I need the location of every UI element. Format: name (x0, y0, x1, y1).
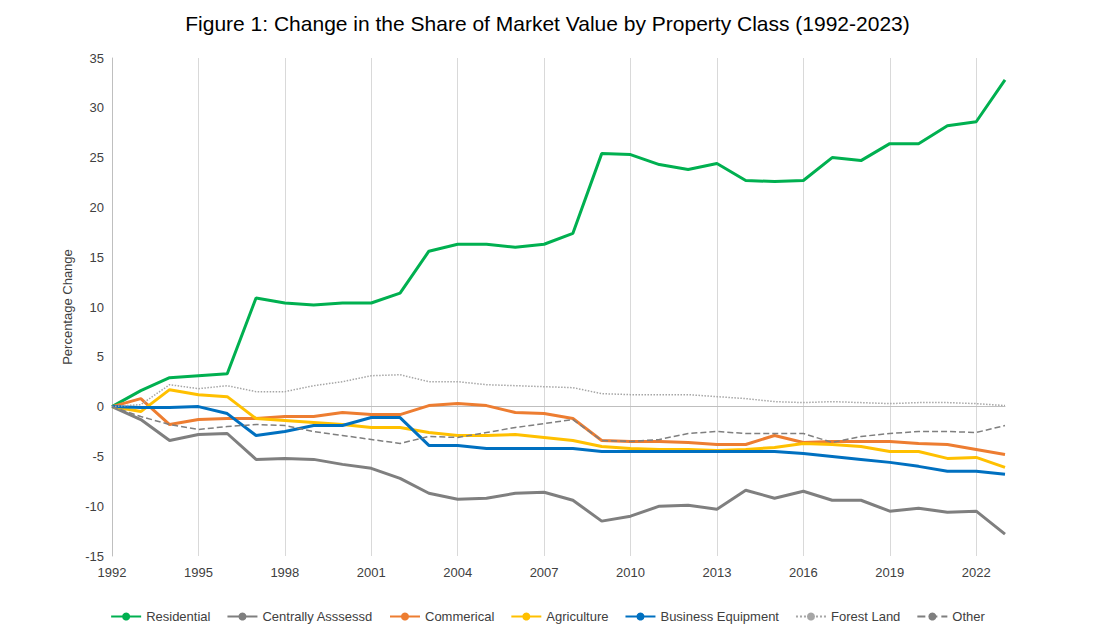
svg-text:10: 10 (90, 300, 104, 315)
svg-text:1992: 1992 (98, 565, 127, 580)
svg-text:5: 5 (97, 349, 104, 364)
svg-text:-5: -5 (92, 449, 104, 464)
svg-text:Commerical: Commerical (425, 609, 494, 624)
svg-text:15: 15 (90, 250, 104, 265)
svg-text:Figure 1: Change in the Share: Figure 1: Change in the Share of Market … (185, 12, 910, 35)
svg-text:1995: 1995 (184, 565, 213, 580)
svg-text:35: 35 (90, 51, 104, 66)
svg-text:0: 0 (97, 399, 104, 414)
svg-text:2010: 2010 (616, 565, 645, 580)
svg-text:30: 30 (90, 100, 104, 115)
svg-text:2001: 2001 (357, 565, 386, 580)
svg-text:Residential: Residential (146, 609, 210, 624)
svg-text:Other: Other (952, 609, 985, 624)
svg-text:2019: 2019 (875, 565, 904, 580)
svg-text:-10: -10 (85, 499, 104, 514)
svg-text:Business Equipment: Business Equipment (660, 609, 779, 624)
svg-text:-15: -15 (85, 549, 104, 564)
svg-text:Centrally Asssessd: Centrally Asssessd (262, 609, 372, 624)
svg-text:Forest Land: Forest Land (831, 609, 900, 624)
svg-text:2022: 2022 (962, 565, 991, 580)
svg-text:2007: 2007 (530, 565, 559, 580)
svg-text:Agriculture: Agriculture (546, 609, 608, 624)
svg-text:2004: 2004 (443, 565, 472, 580)
svg-text:Percentage Change: Percentage Change (60, 249, 75, 365)
svg-text:25: 25 (90, 150, 104, 165)
svg-text:2013: 2013 (702, 565, 731, 580)
svg-text:2016: 2016 (789, 565, 818, 580)
svg-text:20: 20 (90, 200, 104, 215)
svg-text:1998: 1998 (270, 565, 299, 580)
